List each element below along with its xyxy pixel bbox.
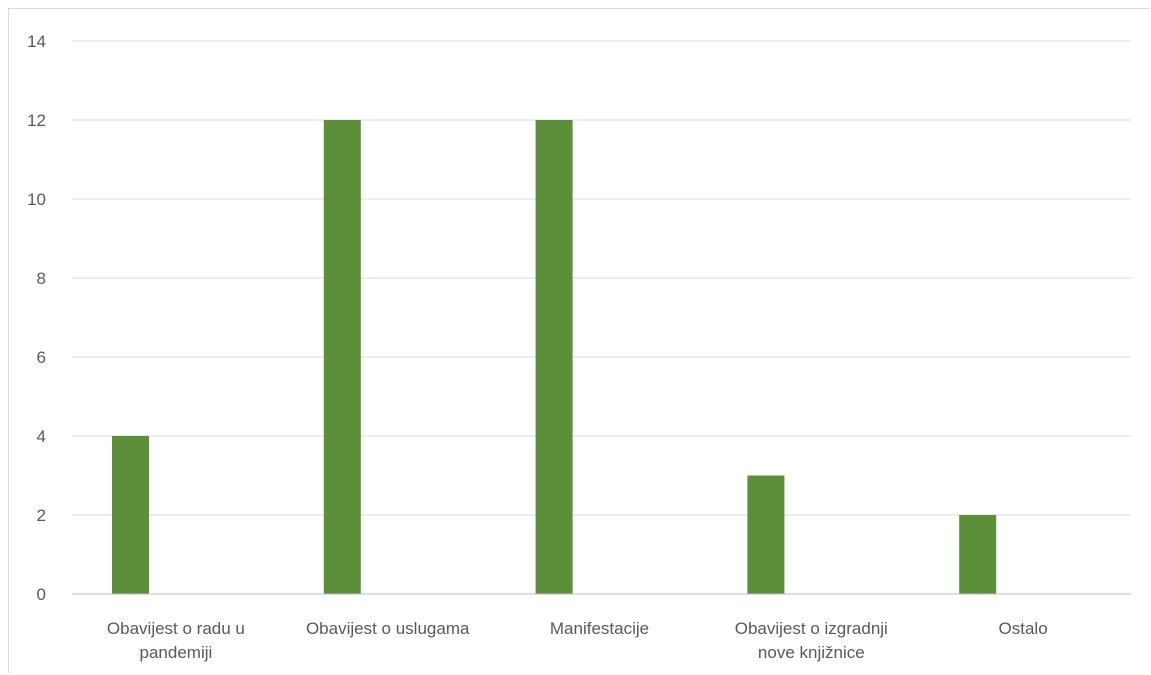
y-tick-label: 2: [37, 506, 46, 525]
y-tick-label: 14: [27, 32, 46, 51]
gridlines: [72, 40, 1131, 516]
x-category-label: Obavijest o uslugama: [306, 619, 470, 638]
x-category-label: Ostalo: [999, 619, 1048, 638]
y-tick-label: 10: [27, 190, 46, 209]
y-tick-label: 6: [37, 348, 46, 367]
x-category-label: Obavijest o radu u pandemiji: [107, 619, 245, 662]
bars: [112, 120, 997, 594]
y-tick-label: 4: [37, 427, 46, 446]
bar: [323, 120, 361, 594]
x-category-label: Obavijest o izgradnji nove knjižnice: [735, 619, 888, 662]
bar: [112, 436, 149, 594]
chart-frame: [8, 8, 1149, 673]
x-axis-category-labels: Obavijest o radu u pandemiji Obavijest o u…: [107, 619, 1048, 662]
y-tick-label: 12: [27, 111, 46, 130]
y-axis-tick-labels: 0 2 4 6 8 10 12 14: [27, 32, 46, 604]
bar: [747, 475, 785, 594]
y-tick-label: 8: [37, 269, 46, 288]
bar: [959, 515, 997, 594]
x-category-label: Manifestacije: [550, 619, 649, 638]
bar: [535, 120, 573, 594]
y-tick-label: 0: [37, 585, 46, 604]
